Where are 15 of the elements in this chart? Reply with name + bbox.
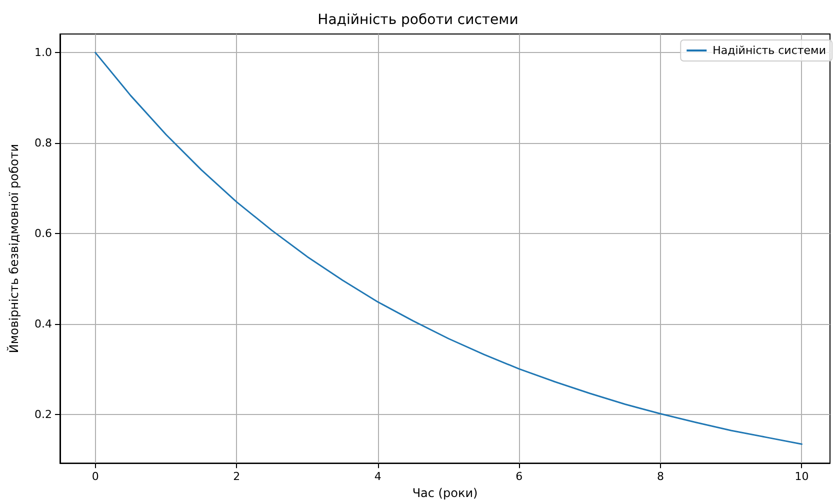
y-tick-label: 0.6 <box>34 227 52 240</box>
x-tick-label: 0 <box>92 470 99 484</box>
y-axis-title: Ймовірність безвідмовної роботи <box>6 144 21 354</box>
y-tick-label: 0.8 <box>34 136 52 150</box>
y-tick-label: 0.2 <box>34 408 52 422</box>
y-tick-label: 0.4 <box>34 318 52 331</box>
x-tick-label: 4 <box>374 470 382 484</box>
y-tick-label: 1.0 <box>34 46 52 60</box>
x-axis-title: Час (роки) <box>412 486 478 500</box>
x-tick-label: 6 <box>516 470 523 484</box>
legend-label: Надійність системи <box>712 44 826 57</box>
x-tick-label: 8 <box>656 470 664 484</box>
chart-title: Надійність роботи системи <box>318 12 518 28</box>
x-tick-label: 10 <box>794 470 809 484</box>
x-tick-label: 2 <box>233 470 240 484</box>
